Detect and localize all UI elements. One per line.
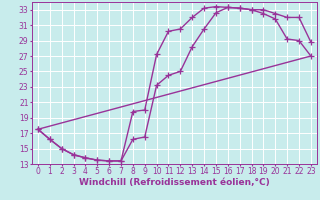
X-axis label: Windchill (Refroidissement éolien,°C): Windchill (Refroidissement éolien,°C) bbox=[79, 178, 270, 187]
